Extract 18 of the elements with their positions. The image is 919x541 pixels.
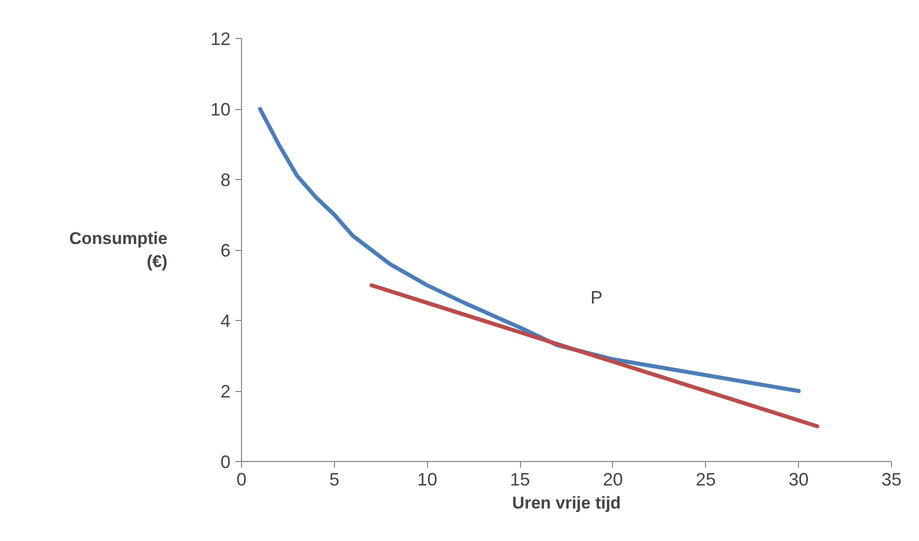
y-axis-title: Consumptie (€)	[69, 229, 168, 271]
x-tick-label: 5	[329, 470, 340, 490]
y-tick-label: 0	[220, 452, 231, 472]
x-tick-label: 20	[602, 470, 623, 490]
x-tick-label: 0	[236, 470, 247, 490]
x-tick-label: 15	[510, 470, 530, 490]
y-tick-label: 6	[220, 240, 231, 260]
y-tick-label: 8	[220, 170, 231, 190]
x-tick-label: 30	[788, 470, 809, 490]
y-tick-label: 12	[210, 29, 231, 49]
y-tick-label: 10	[210, 100, 231, 120]
y-tick-label: 2	[220, 382, 231, 402]
y-tick-label: 4	[220, 311, 231, 331]
x-tick-label: 10	[417, 470, 438, 490]
x-tick-label: 25	[696, 470, 716, 490]
x-tick-label: 35	[881, 470, 902, 490]
annotation: P	[590, 288, 603, 308]
x-axis-title: Uren vrije tijd	[512, 494, 621, 512]
